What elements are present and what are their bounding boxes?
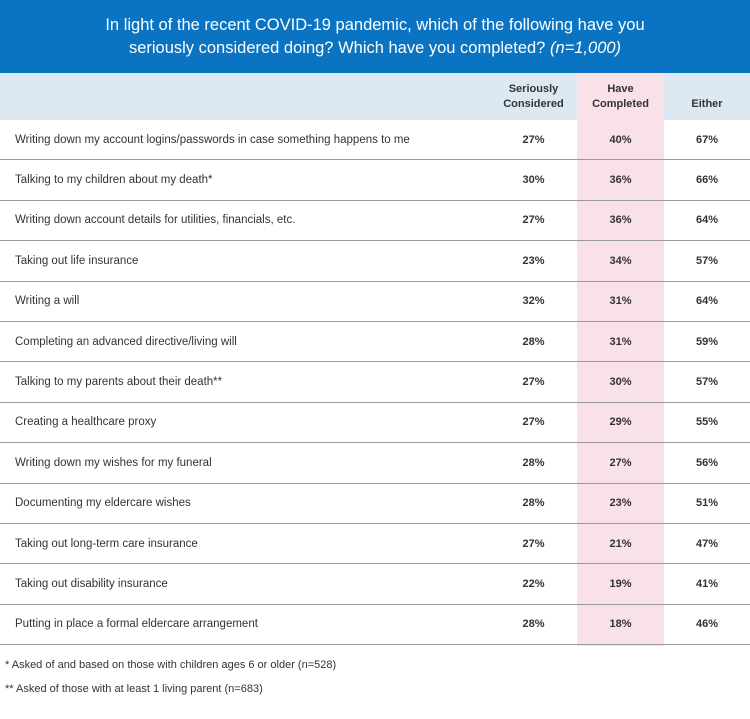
row-label: Taking out disability insurance <box>15 577 168 590</box>
value-have-completed: 27% <box>609 456 632 469</box>
value-either: 57% <box>695 254 719 267</box>
column-header-line: Seriously <box>508 82 559 95</box>
table-row: Talking to my children about my death* 30… <box>0 160 750 201</box>
value-have-completed: 29% <box>609 416 632 429</box>
sample-size-note: (n=1,000) <box>549 38 622 57</box>
row-label: Documenting my eldercare wishes <box>15 497 191 510</box>
column-header-have-completed: Have Completed <box>577 73 664 120</box>
value-either: 57% <box>695 376 719 389</box>
value-either: 51% <box>695 497 719 510</box>
table-row: Talking to my parents about their death*… <box>0 362 750 403</box>
value-have-completed: 30% <box>609 376 632 389</box>
value-have-completed: 18% <box>609 618 632 631</box>
table-body: Writing down my account logins/passwords… <box>0 120 750 646</box>
value-either: 64% <box>695 214 719 227</box>
footnote-children: * Asked of and based on those with child… <box>5 659 337 671</box>
value-either: 64% <box>695 295 719 308</box>
row-label: Writing down my wishes for my funeral <box>15 456 212 469</box>
column-header-line: Either <box>691 98 723 110</box>
value-have-completed: 36% <box>609 174 632 187</box>
value-seriously-considered: 32% <box>522 295 545 308</box>
footnote-parents: ** Asked of those with at least 1 living… <box>5 683 263 695</box>
value-seriously-considered: 28% <box>522 335 545 348</box>
value-either: 47% <box>695 537 719 550</box>
value-either: 56% <box>695 456 719 469</box>
value-have-completed: 40% <box>609 133 632 146</box>
value-have-completed: 31% <box>609 335 632 348</box>
value-seriously-considered: 27% <box>522 537 545 550</box>
table-row: Writing down account details for utiliti… <box>0 201 750 242</box>
value-either: 67% <box>695 133 719 146</box>
value-have-completed: 36% <box>609 214 632 227</box>
table-row: Creating a healthcare proxy 27% 29% 55% <box>0 403 750 444</box>
chart-title: In light of the recent COVID-19 pandemic… <box>0 0 750 73</box>
table-row: Documenting my eldercare wishes 28% 23% 51% <box>0 484 750 524</box>
value-seriously-considered: 27% <box>522 376 545 389</box>
title-line-1: In light of the recent COVID-19 pandemic… <box>105 15 645 34</box>
row-label: Writing a will <box>15 295 80 308</box>
row-label: Creating a healthcare proxy <box>15 416 157 429</box>
value-seriously-considered: 28% <box>522 456 545 469</box>
table-row: Writing down my account logins/passwords… <box>0 120 750 161</box>
value-have-completed: 19% <box>609 577 632 590</box>
value-have-completed: 21% <box>609 537 632 550</box>
value-seriously-considered: 23% <box>522 254 545 267</box>
column-header-line: Completed <box>592 97 649 110</box>
value-either: 59% <box>695 335 719 348</box>
row-label: Putting in place a formal eldercare arra… <box>15 618 258 631</box>
table-row: Taking out long-term care insurance 27% 21… <box>0 524 750 565</box>
table-row: Putting in place a formal eldercare arra… <box>0 605 750 646</box>
have-completed-highlight <box>577 73 664 646</box>
row-label: Talking to my children about my death* <box>15 174 213 187</box>
value-seriously-considered: 27% <box>522 133 545 146</box>
value-seriously-considered: 27% <box>522 416 545 429</box>
table-row: Writing a will 32% 31% 64% <box>0 282 750 322</box>
column-header-either: Either <box>664 73 750 120</box>
column-header-seriously-considered: Seriously Considered <box>490 73 577 120</box>
table-row: Writing down my wishes for my funeral 28%… <box>0 443 750 484</box>
value-have-completed: 34% <box>609 254 632 267</box>
value-have-completed: 23% <box>609 497 632 510</box>
value-either: 41% <box>695 577 719 590</box>
title-line-2-text: seriously considered doing? Which have y… <box>128 38 546 57</box>
value-either: 66% <box>695 174 719 187</box>
title-line-2: seriously considered doing? Which have y… <box>129 37 621 60</box>
value-seriously-considered: 28% <box>522 497 545 510</box>
table-row: Completing an advanced directive/living … <box>0 322 750 363</box>
value-seriously-considered: 30% <box>522 174 545 187</box>
table-row: Taking out disability insurance 22% 19% 41% <box>0 564 750 605</box>
value-seriously-considered: 27% <box>522 214 545 227</box>
row-label: Writing down my account logins/passwords… <box>15 133 410 146</box>
value-either: 46% <box>695 618 719 631</box>
row-label: Taking out long-term care insurance <box>15 537 198 550</box>
value-either: 55% <box>695 416 719 429</box>
value-have-completed: 31% <box>609 295 632 308</box>
row-label: Talking to my parents about their death*… <box>15 376 223 389</box>
value-seriously-considered: 22% <box>522 577 545 590</box>
value-seriously-considered: 28% <box>522 618 545 631</box>
row-label: Completing an advanced directive/living … <box>15 335 237 348</box>
table-row: Taking out life insurance 23% 34% 57% <box>0 241 750 282</box>
column-header-line: Have <box>607 82 634 95</box>
row-label: Writing down account details for utiliti… <box>15 214 296 227</box>
column-header-line: Considered <box>503 97 564 110</box>
row-label: Taking out life insurance <box>15 254 139 267</box>
